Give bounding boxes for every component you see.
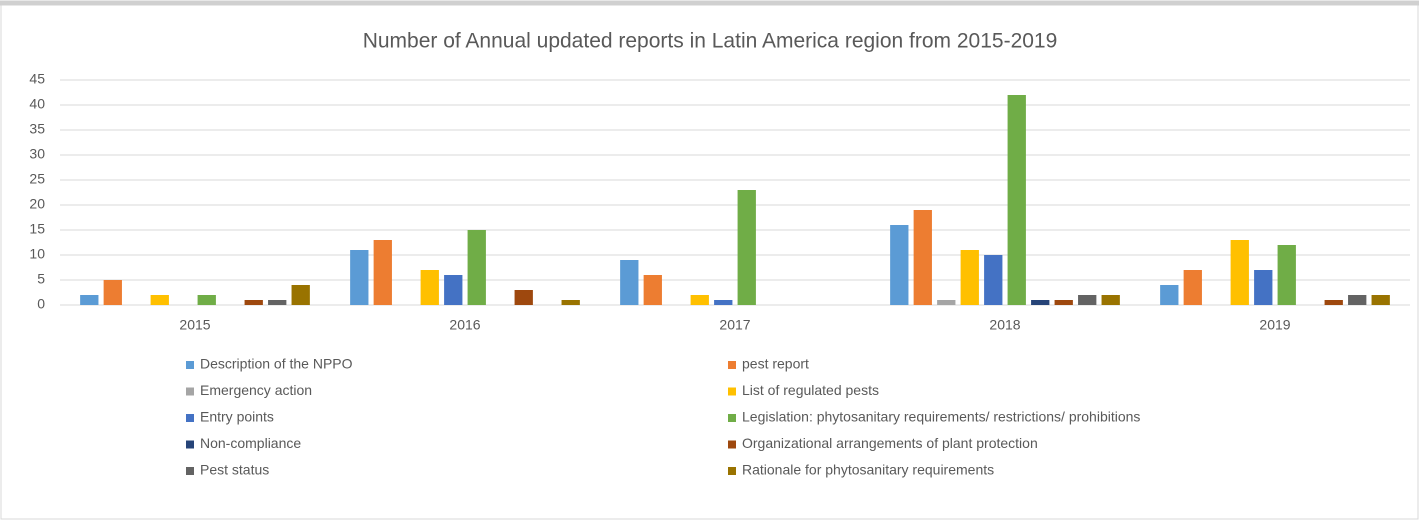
y-tick-label: 0 (37, 296, 45, 312)
y-tick-label: 10 (29, 246, 45, 262)
x-tick-label: 2016 (449, 317, 480, 333)
legend-swatch (186, 440, 194, 449)
legend-label: List of regulated pests (742, 382, 879, 398)
legend-label: Description of the NPPO (200, 356, 353, 372)
bar (1254, 270, 1273, 305)
bar (80, 295, 99, 305)
bar (350, 250, 369, 305)
bar (1230, 240, 1249, 305)
bar (1101, 295, 1120, 305)
y-tick-label: 15 (29, 221, 45, 237)
chart-title: Number of Annual updated reports in Lati… (363, 30, 1058, 53)
legend-label: Organizational arrangements of plant pro… (742, 435, 1038, 451)
legend-label: Rationale for phytosanitary requirements (742, 462, 994, 478)
bar (268, 300, 287, 305)
legend-label: Legislation: phytosanitary requirements/… (742, 409, 1140, 425)
x-tick-label: 2017 (719, 317, 750, 333)
bar (1054, 300, 1073, 305)
x-tick-label: 2015 (179, 317, 210, 333)
legend-label: Pest status (200, 462, 269, 478)
y-tick-label: 20 (29, 196, 45, 212)
bar (937, 300, 956, 305)
y-tick-label: 45 (29, 71, 45, 87)
bar (960, 250, 979, 305)
bar (1277, 245, 1296, 305)
y-tick-label: 40 (29, 96, 45, 112)
bar (1007, 95, 1026, 305)
legend-swatch (186, 387, 194, 396)
legend-label: Non-compliance (200, 435, 301, 451)
x-tick-label: 2019 (1259, 317, 1290, 333)
y-tick-label: 35 (29, 121, 45, 137)
bar (1078, 295, 1097, 305)
bar (373, 240, 392, 305)
bar (1348, 295, 1367, 305)
bar (620, 260, 639, 305)
bar (643, 275, 662, 305)
bar (1324, 300, 1343, 305)
bar (514, 290, 533, 305)
legend-label: Entry points (200, 409, 274, 425)
legend-swatch (186, 467, 194, 475)
legend-label: Emergency action (200, 382, 312, 398)
y-tick-label: 30 (29, 146, 45, 162)
legend-label: pest report (742, 356, 809, 372)
bar (890, 225, 909, 305)
bar (1160, 285, 1179, 305)
legend-swatch (728, 440, 736, 449)
bar (714, 300, 733, 305)
x-tick-label: 2018 (989, 317, 1020, 333)
y-tick-label: 5 (37, 271, 45, 287)
legend-swatch (186, 414, 194, 422)
legend-swatch (728, 414, 736, 422)
legend-swatch (728, 467, 736, 475)
y-tick-label: 25 (29, 171, 45, 187)
bar (1031, 300, 1050, 305)
bar (420, 270, 439, 305)
bar (467, 230, 486, 305)
bar (737, 190, 756, 305)
bar (1183, 270, 1202, 305)
legend-swatch (728, 387, 736, 396)
bar (690, 295, 709, 305)
bar (561, 300, 580, 305)
bar (150, 295, 169, 305)
bar (103, 280, 122, 305)
legend-swatch (728, 361, 736, 369)
bar (197, 295, 216, 305)
bar (291, 285, 310, 305)
legend-swatch (186, 361, 194, 369)
bar (984, 255, 1003, 305)
bar (1371, 295, 1390, 305)
bar (244, 300, 263, 305)
bar (444, 275, 463, 305)
bar (913, 210, 932, 305)
